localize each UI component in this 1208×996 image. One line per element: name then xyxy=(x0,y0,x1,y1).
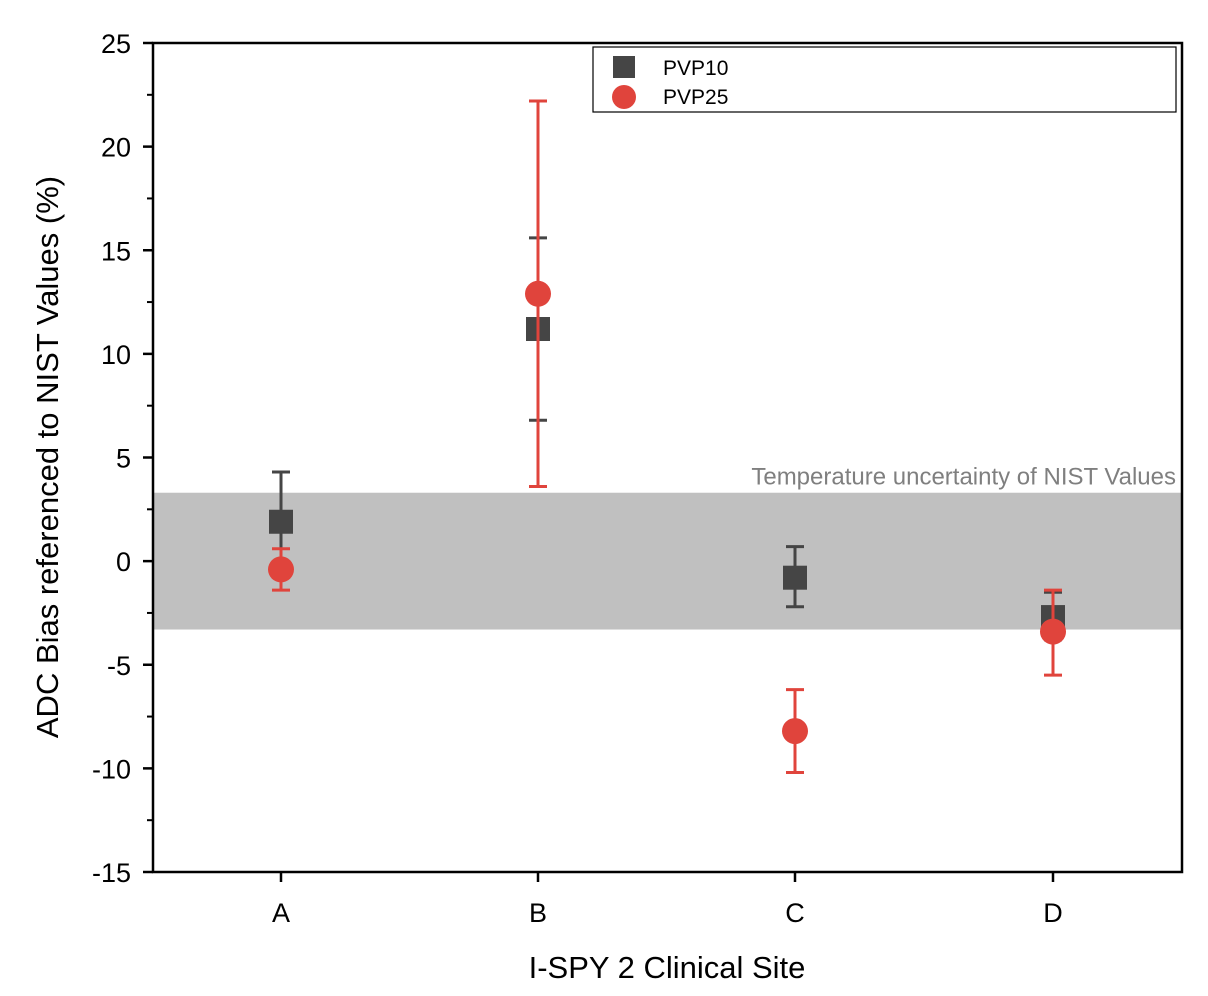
x-axis-title: I-SPY 2 Clinical Site xyxy=(529,950,806,985)
plot-area xyxy=(153,43,1182,872)
data-point-circle xyxy=(1040,618,1066,645)
data-point-circle xyxy=(268,556,294,583)
legend-marker-pvp25 xyxy=(612,85,636,109)
y-axis-ticks: -15 -10 -5 0 5 10 15 20 25 xyxy=(92,29,153,888)
y-tick-label: 25 xyxy=(101,29,131,59)
data-point-circle xyxy=(782,718,808,745)
y-axis-title: ADC Bias referenced to NIST Values (%) xyxy=(30,176,65,738)
y-tick-label: 5 xyxy=(116,444,131,474)
y-tick-label: 0 xyxy=(116,547,131,577)
x-axis-ticks: A B C D xyxy=(272,872,1063,928)
data-point-square xyxy=(269,509,293,534)
y-tick-label: -5 xyxy=(107,651,131,681)
x-tick-label: D xyxy=(1043,898,1063,928)
x-tick-label: A xyxy=(272,898,290,928)
y-tick-label: 10 xyxy=(101,340,131,370)
y-tick-label: 15 xyxy=(101,236,131,266)
data-series xyxy=(268,99,1066,775)
y-tick-label: -10 xyxy=(92,754,131,784)
plot-frame xyxy=(151,41,1184,874)
y-tick-label: -15 xyxy=(92,858,131,888)
x-tick-label: B xyxy=(529,898,547,928)
series-pvp25 xyxy=(268,99,1066,775)
legend-label-pvp25: PVP25 xyxy=(663,86,728,109)
legend-box xyxy=(592,46,1177,113)
uncertainty-band-label: Temperature uncertainty of NIST Values xyxy=(751,464,1176,491)
legend: PVP10 PVP25 xyxy=(592,46,1177,113)
y-tick-label: 20 xyxy=(101,133,131,163)
data-point-circle xyxy=(525,280,551,307)
legend-label-pvp10: PVP10 xyxy=(663,57,728,80)
legend-marker-pvp10 xyxy=(613,56,635,78)
data-point-square xyxy=(783,565,807,590)
x-tick-label: C xyxy=(785,898,805,928)
uncertainty-band xyxy=(153,492,1182,630)
